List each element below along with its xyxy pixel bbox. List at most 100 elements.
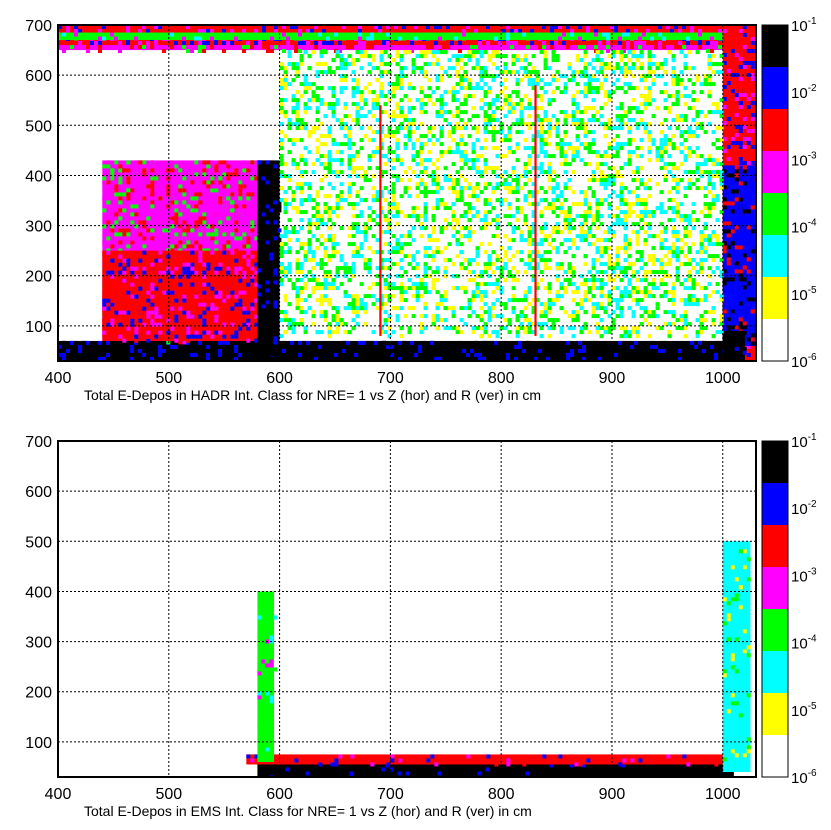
heatmap-cell	[750, 145, 755, 149]
heatmap-cell	[631, 150, 636, 155]
heatmap-cell	[150, 200, 155, 205]
heatmap-cell	[118, 258, 123, 263]
heatmap-cell	[674, 344, 678, 349]
heatmap-cell	[110, 45, 114, 49]
heatmap-cell	[487, 130, 492, 135]
heatmap-cell	[230, 184, 235, 189]
heatmap-cell	[662, 340, 666, 345]
heatmap-cell	[591, 222, 596, 227]
heatmap-cell	[359, 66, 364, 71]
heatmap-cell	[246, 326, 251, 331]
heatmap-cell	[679, 150, 684, 155]
heatmap-cell	[507, 102, 512, 107]
heatmap-cell	[730, 209, 735, 214]
heatmap-cell	[246, 204, 251, 209]
heatmap-cell	[98, 340, 102, 345]
heatmap-cell	[166, 330, 171, 335]
heatmap-cell	[158, 25, 162, 29]
heatmap-cell	[734, 346, 739, 351]
heatmap-cell	[471, 146, 476, 151]
heatmap-cell	[562, 25, 566, 29]
heatmap-cell	[683, 194, 688, 199]
heatmap-cell	[522, 356, 526, 361]
heatmap-cell	[398, 25, 402, 29]
heatmap-cell	[483, 94, 488, 99]
heatmap-cell	[190, 352, 194, 357]
heatmap-cell	[422, 356, 426, 361]
heatmap-cell	[591, 178, 596, 183]
heatmap-cell	[338, 352, 342, 357]
heatmap-cell	[270, 36, 274, 41]
heatmap-cell	[746, 209, 751, 214]
heatmap-cell	[298, 29, 302, 33]
heatmap-cell	[210, 236, 215, 241]
heatmap-cell	[202, 330, 207, 335]
heatmap-cell	[130, 220, 135, 225]
heatmap-cell	[403, 186, 408, 191]
heatmap-cell	[146, 348, 150, 353]
heatmap-cell	[318, 29, 322, 33]
heatmap-cell	[146, 29, 150, 33]
heatmap-cell	[475, 126, 480, 131]
heatmap-cell	[166, 306, 171, 311]
heatmap-cell	[462, 36, 466, 41]
heatmap-cell	[242, 160, 247, 165]
heatmap-cell	[383, 70, 388, 75]
heatmap-cell	[734, 53, 739, 57]
heatmap-cell	[603, 270, 608, 275]
heatmap-cell	[587, 130, 592, 135]
heatmap-cell	[403, 298, 408, 303]
heatmap-cell	[214, 232, 219, 237]
heatmap-cell	[370, 348, 374, 353]
heatmap-cell	[150, 286, 155, 291]
heatmap-cell	[351, 298, 356, 303]
heatmap-cell	[134, 338, 139, 343]
heatmap-cell	[699, 242, 704, 247]
heatmap-cell	[174, 250, 179, 255]
heatmap-cell	[202, 220, 207, 225]
heatmap-cell	[283, 210, 288, 215]
heatmap-cell	[370, 41, 374, 45]
heatmap-cell	[174, 41, 178, 45]
heatmap-cell	[703, 74, 708, 79]
heatmap-cell	[523, 138, 528, 143]
heatmap-cell	[715, 126, 720, 131]
heatmap-cell	[142, 172, 147, 177]
heatmap-cell	[554, 25, 558, 29]
heatmap-cell	[110, 356, 114, 361]
heatmap-cell	[178, 240, 183, 245]
heatmap-cell	[265, 216, 270, 221]
heatmap-cell	[634, 340, 638, 345]
heatmap-cell	[202, 278, 207, 283]
heatmap-cell	[470, 348, 474, 353]
heatmap-cell	[734, 133, 739, 137]
heatmap-cell	[414, 348, 418, 353]
heatmap-cell	[738, 321, 743, 326]
heatmap-cell	[138, 352, 142, 357]
heatmap-cell	[294, 45, 298, 49]
heatmap-cell	[359, 242, 364, 247]
heatmap-cell	[370, 45, 374, 49]
heatmap-cell	[142, 160, 147, 165]
heatmap-cell	[154, 306, 159, 311]
heatmap-cell	[186, 270, 191, 275]
heatmap-cell	[186, 244, 191, 249]
heatmap-cell	[142, 306, 147, 311]
heatmap-cell	[182, 236, 187, 241]
heatmap-cell	[198, 250, 203, 255]
heatmap-cell	[198, 294, 203, 299]
heatmap-cell	[467, 230, 472, 235]
heatmap-cell	[186, 334, 191, 339]
heatmap-cell	[746, 61, 751, 65]
heatmap-cell	[387, 70, 392, 75]
heatmap-cell	[118, 334, 123, 339]
heatmap-cell	[535, 254, 540, 259]
heatmap-cell	[238, 326, 243, 331]
heatmap-cell	[498, 29, 502, 33]
heatmap-cell	[618, 36, 622, 41]
heatmap-cell	[206, 188, 211, 193]
heatmap-cell	[230, 244, 235, 249]
heatmap-cell	[750, 89, 755, 93]
heatmap-cell	[730, 309, 735, 314]
heatmap-cell	[543, 322, 548, 327]
